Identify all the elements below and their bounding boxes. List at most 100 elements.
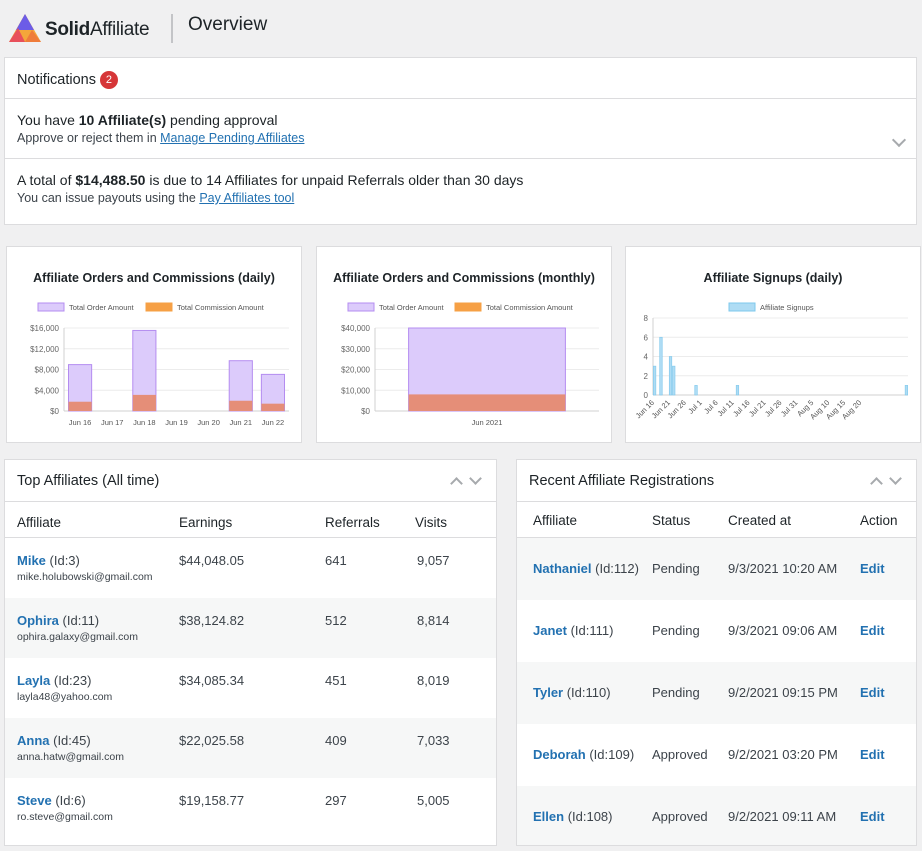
manage-pending-affiliates-link[interactable]: Manage Pending Affiliates	[160, 131, 305, 145]
signups-chart-card: Affiliate Signups 8 6 4 2 0 Jun 16 Jun 21 Jun 26…	[625, 246, 921, 443]
chart-title: Affiliate Orders and Commissions (daily)	[33, 271, 275, 285]
affiliate-name-link[interactable]: Deborah (Id:109)	[533, 747, 635, 762]
x-tick-label: Jun 17	[101, 418, 124, 427]
visits-value: 8,019	[417, 673, 450, 688]
unpaid-referrals-notice: A total of $14,488.50 is due to 14 Affil…	[5, 158, 916, 225]
affiliate-name-link[interactable]: Janet (Id:111)	[533, 623, 614, 638]
legend-swatch	[728, 302, 756, 312]
visits-value: 8,814	[417, 613, 450, 628]
status-value: Pending	[652, 623, 700, 638]
table-row: Nathaniel (Id:112) Pending 9/3/2021 10:20 …	[517, 538, 916, 600]
column-header: Referrals	[325, 515, 380, 530]
chart-title: Affiliate Signups (daily)	[703, 271, 843, 285]
edit-link[interactable]: Edit	[860, 623, 885, 638]
commission-amount-bar	[408, 394, 566, 411]
table-row: Anna (Id:45) anna.hatw@gmail.com $22,025.5…	[5, 718, 496, 778]
unpaid-referrals-text: A total of $14,488.50 is due to 14 Affil…	[17, 172, 524, 188]
legend-swatch	[145, 302, 173, 312]
header-divider	[171, 14, 173, 43]
x-tick-label: Jun 2021	[472, 418, 503, 427]
table-row: Deborah (Id:109) Approved 9/2/2021 03:20 P…	[517, 724, 916, 786]
legend-swatch	[454, 302, 482, 312]
commission-amount-bar	[132, 394, 156, 411]
created-at-value: 9/2/2021 03:20 PM	[728, 747, 838, 762]
recent-registrations-header: Recent Affiliate Registrations	[517, 460, 916, 502]
edit-link[interactable]: Edit	[860, 809, 885, 824]
legend-label: Total Order Amount	[69, 303, 135, 312]
affiliate-id: (Id:111)	[566, 623, 614, 638]
referrals-value: 451	[325, 673, 347, 688]
x-tick-label: Jul 11	[716, 398, 736, 418]
earnings-value: $19,158.77	[179, 793, 245, 808]
commission-amount-bar	[229, 400, 253, 411]
referrals-value: 409	[325, 733, 347, 748]
chevron-down-icon[interactable]	[469, 472, 482, 485]
top-affiliates-panel: Top Affiliates (All time) Affiliate Earn…	[4, 459, 497, 846]
y-tick-label: $4,000	[35, 386, 60, 395]
affiliate-name-link[interactable]: Steve (Id:6)	[17, 793, 86, 808]
x-tick-label: Jun 26	[666, 398, 688, 420]
y-tick-label: $8,000	[35, 366, 60, 375]
affiliate-email: mike.holubowski@gmail.com	[17, 571, 153, 583]
panel-reorder-controls	[450, 472, 484, 490]
chevron-down-icon[interactable]	[889, 472, 902, 485]
affiliate-id: (Id:109)	[585, 747, 635, 762]
y-tick-label: $30,000	[341, 345, 370, 354]
edit-link[interactable]: Edit	[860, 685, 885, 700]
affiliate-id: (Id:3)	[45, 553, 80, 568]
chevron-up-icon[interactable]	[450, 477, 463, 490]
x-tick-label: Jun 19	[165, 418, 188, 427]
notifications-title: Notifications	[17, 72, 96, 88]
affiliate-name-link[interactable]: Layla (Id:23)	[17, 673, 92, 688]
table-row: Layla (Id:23) layla48@yahoo.com $34,085.34…	[5, 658, 496, 718]
table-header-row: Affiliate Earnings Referrals Visits	[5, 502, 496, 538]
x-tick-label: Jul 16	[731, 398, 752, 419]
column-header: Earnings	[179, 515, 233, 530]
page-header: SolidAffiliate Overview	[0, 0, 922, 56]
y-tick-label: $0	[50, 407, 59, 416]
x-tick-label: Jul 1	[686, 398, 704, 416]
affiliate-name-link[interactable]: Tyler (Id:110)	[533, 685, 611, 700]
x-tick-label: Jul 21	[747, 398, 768, 419]
affiliate-name-link[interactable]: Ophira (Id:11)	[17, 613, 100, 628]
affiliate-email: ro.steve@gmail.com	[17, 811, 113, 823]
recent-registrations-panel: Recent Affiliate Registrations Affiliate…	[516, 459, 917, 846]
panel-title: Top Affiliates (All time)	[17, 473, 160, 489]
column-header: Affiliate	[17, 515, 62, 530]
legend-label: Affiliate Signups	[760, 303, 814, 312]
panel-reorder-controls	[870, 472, 904, 490]
notifications-header: Notifications 2	[5, 58, 916, 99]
earnings-value: $38,124.82	[179, 613, 245, 628]
affiliate-id: (Id:23)	[50, 673, 92, 688]
status-value: Approved	[652, 809, 708, 824]
edit-link[interactable]: Edit	[860, 561, 885, 576]
brand-name: SolidAffiliate	[45, 19, 150, 40]
column-header: Created at	[728, 513, 792, 528]
referrals-value: 297	[325, 793, 347, 808]
page-title: Overview	[188, 14, 268, 35]
status-value: Pending	[652, 685, 700, 700]
top-affiliates-header: Top Affiliates (All time)	[5, 460, 496, 502]
earnings-value: $34,085.34	[179, 673, 245, 688]
pay-affiliates-tool-link[interactable]: Pay Affiliates tool	[199, 191, 295, 205]
visits-value: 5,005	[417, 793, 450, 808]
y-tick-label: $16,000	[30, 324, 59, 333]
status-value: Pending	[652, 561, 700, 576]
affiliate-name-link[interactable]: Nathaniel (Id:112)	[533, 561, 639, 576]
y-tick-label: $40,000	[341, 324, 370, 333]
referrals-value: 512	[325, 613, 347, 628]
referrals-value: 641	[325, 553, 347, 568]
legend-label: Total Commission Amount	[486, 303, 574, 312]
x-tick-label: Jun 16	[69, 418, 92, 427]
affiliate-id: (Id:110)	[563, 685, 611, 700]
affiliate-name-link[interactable]: Anna (Id:45)	[17, 733, 91, 748]
monthly-orders-chart: Total Order Amount Total Commission Amoun…	[341, 302, 599, 427]
affiliate-name-link[interactable]: Ellen (Id:108)	[533, 809, 613, 824]
edit-link[interactable]: Edit	[860, 747, 885, 762]
x-tick-label: Jun 20	[197, 418, 220, 427]
chevron-up-icon[interactable]	[870, 477, 883, 490]
table-row: Ellen (Id:108) Approved 9/2/2021 09:11 AM E…	[517, 786, 916, 845]
signups-bar	[694, 385, 698, 396]
affiliate-id: (Id:108)	[564, 809, 613, 824]
affiliate-name-link[interactable]: Mike (Id:3)	[17, 553, 80, 568]
